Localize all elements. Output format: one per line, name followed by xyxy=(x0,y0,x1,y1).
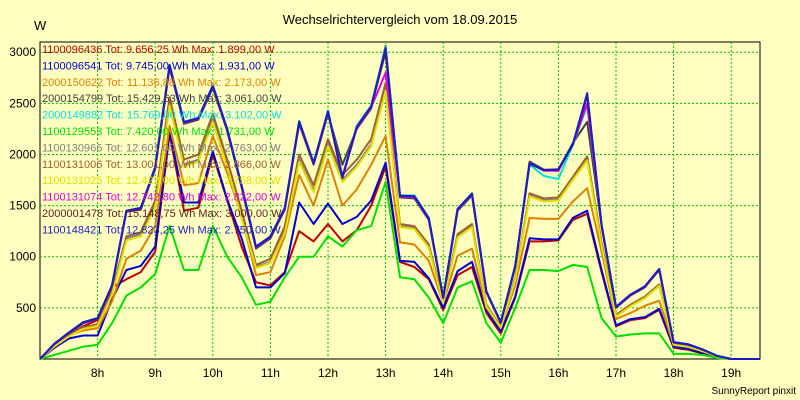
legend-entry: 1100129553 Tot: 7.420,00 Wh Max: 1.731,0… xyxy=(42,126,275,138)
y-axis-label: W xyxy=(34,18,47,33)
y-tick-label: 1500 xyxy=(9,199,36,213)
y-tick-label: 2500 xyxy=(9,96,36,110)
legend: 1100096436 Tot: 9.656,25 Wh Max: 1.899,0… xyxy=(42,44,282,236)
y-tick-label: 3000 xyxy=(9,45,36,59)
series-line xyxy=(39,181,760,360)
series-line xyxy=(39,124,760,360)
x-tick-label: 10h xyxy=(203,366,223,380)
legend-entry: 1100130966 Tot: 12.601,00 Wh Max: 2.763,… xyxy=(42,142,281,154)
chart-title: Wechselrichtervergleich vom 18.09.2015 xyxy=(283,12,518,27)
y-tick-label: 500 xyxy=(16,301,36,315)
plot-frame xyxy=(39,41,761,360)
legend-entry: 2000001478 Tot: 15.148,75 Wh Max: 3.000,… xyxy=(42,208,282,220)
legend-entry: 1100131006 Tot: 13.001,00 Wh Max: 2.866,… xyxy=(42,159,281,171)
x-tick-label: 8h xyxy=(91,366,104,380)
x-tick-label: 18h xyxy=(664,366,684,380)
series-line xyxy=(39,90,760,360)
x-tick-label: 13h xyxy=(376,366,396,380)
legend-entry: 1100096436 Tot: 9.656,25 Wh Max: 1.899,0… xyxy=(42,44,275,56)
legend-entry: 1100131025 Tot: 12.423,00 Wh Max: 2.758,… xyxy=(42,175,281,187)
x-tick-label: 14h xyxy=(433,366,453,380)
legend-entry: 1100131074 Tot: 12.742,80 Wh Max: 2.822,… xyxy=(42,192,281,204)
y-tick-label: 2000 xyxy=(9,148,36,162)
y-tick-label: 1000 xyxy=(9,250,36,264)
axis-layer: 500 1000 1500 2000 2500 3000 8h 9h 10h 11h 12h 13h 1… xyxy=(9,45,741,380)
x-tick-label: 15h xyxy=(491,366,511,380)
x-tick-label: 17h xyxy=(606,366,626,380)
series-line xyxy=(39,47,760,360)
x-tick-label: 11h xyxy=(261,366,280,380)
x-tick-label: 12h xyxy=(318,366,338,380)
legend-entry: 1100096541 Tot: 9.745,00 Wh Max: 1.931,0… xyxy=(42,60,275,72)
legend-entry: 2000154799 Tot: 15.429,63 Wh Max: 3.061,… xyxy=(42,93,282,105)
x-tick-label: 9h xyxy=(149,366,162,380)
x-tick-label: 19h xyxy=(721,366,741,380)
footer-credit: SunnyReport pinxit xyxy=(712,386,797,397)
legend-entry: 2000150622 Tot: 11.136,88 Wh Max: 2.173,… xyxy=(42,77,281,89)
legend-entry: 2000149882 Tot: 15.769,00 Wh Max: 3.102,… xyxy=(42,110,282,122)
series-layer xyxy=(39,45,760,360)
series-line xyxy=(39,130,760,360)
x-tick-label: 16h xyxy=(548,366,568,380)
legend-entry: 1100148421 Tot: 12.823,25 Wh Max: 2.750,… xyxy=(42,224,281,236)
